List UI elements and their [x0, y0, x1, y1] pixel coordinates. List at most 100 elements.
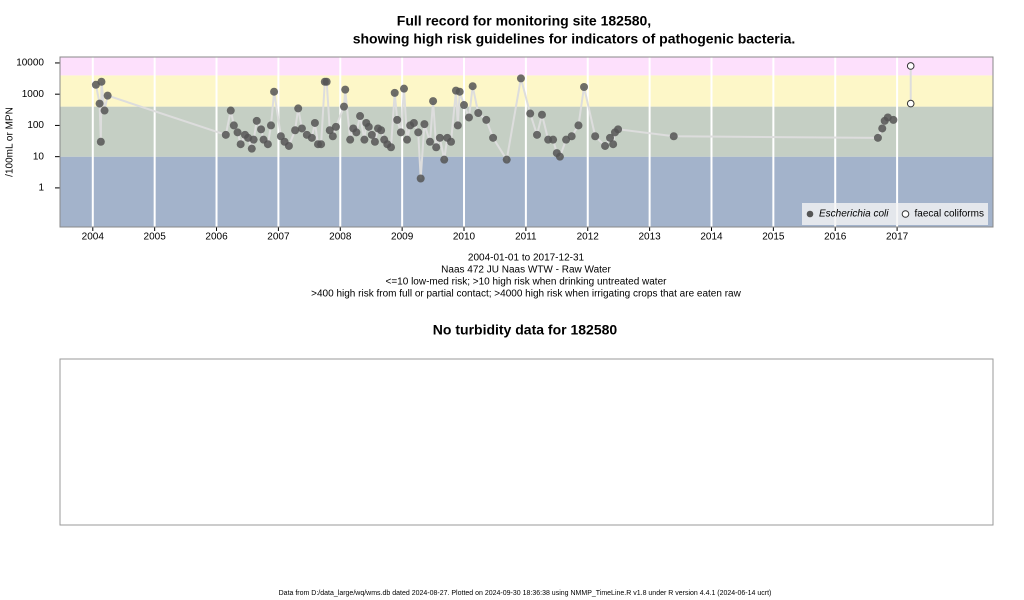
data-point — [393, 115, 402, 124]
x-tick-label: 2013 — [638, 232, 661, 243]
data-point — [97, 77, 106, 86]
data-point — [249, 135, 258, 144]
data-point — [489, 133, 498, 142]
data-point — [453, 121, 462, 130]
data-point — [396, 128, 405, 137]
data-point — [247, 144, 256, 153]
chart-title: Full record for monitoring site 182580, — [397, 13, 651, 29]
data-point — [526, 109, 535, 118]
data-point — [352, 128, 361, 137]
data-point — [455, 87, 464, 96]
footer: Data from D:/data_large/wq/wms.db dated … — [279, 590, 772, 597]
x-tick-label: 2008 — [329, 232, 352, 243]
x-tick-label: 2011 — [515, 232, 537, 243]
plot-frame — [59, 56, 994, 228]
y-tick-label: 10 — [33, 151, 45, 162]
data-point — [399, 84, 408, 93]
data-point — [367, 130, 376, 139]
data-point — [409, 118, 418, 127]
data-point — [307, 133, 316, 142]
x-tick-label: 2010 — [453, 232, 476, 243]
data-point — [233, 128, 242, 137]
note: 2004-01-01 to 2017-12-31 — [468, 253, 585, 264]
data-point — [549, 135, 558, 144]
y-tick-label: 100 — [27, 120, 44, 131]
data-point — [669, 132, 678, 141]
data-point — [502, 155, 511, 164]
x-tick-label: 2014 — [700, 232, 723, 243]
y-axis-label: /100mL or MPN — [5, 107, 16, 177]
data-point — [482, 115, 491, 124]
data-point — [403, 135, 412, 144]
data-point — [460, 101, 469, 110]
data-point — [100, 106, 109, 115]
data-point — [291, 126, 300, 135]
data-point — [297, 124, 306, 133]
data-point — [236, 140, 245, 149]
data-point — [325, 126, 334, 135]
x-tick-label: 2012 — [577, 232, 600, 243]
data-point — [464, 113, 473, 122]
data-point — [537, 110, 546, 119]
data-point — [341, 85, 350, 94]
data-point — [95, 99, 104, 108]
data-point — [266, 121, 275, 130]
x-tick-label: 2017 — [886, 232, 909, 243]
note: >400 high risk from full or partial cont… — [311, 289, 741, 300]
legend-label: Escherichia coli — [819, 209, 889, 220]
y-tick-label: 1000 — [22, 89, 45, 100]
x-tick-label: 2016 — [824, 232, 847, 243]
data-point — [339, 102, 348, 111]
data-point — [533, 130, 542, 139]
data-point — [609, 140, 618, 149]
data-point — [221, 130, 230, 139]
data-point — [574, 121, 583, 130]
x-tick-label: 2005 — [144, 232, 167, 243]
chart-title: No turbidity data for 182580 — [433, 322, 618, 338]
legend-label: faecal coliforms — [914, 209, 983, 220]
data-point — [252, 116, 261, 125]
data-point — [614, 125, 623, 134]
data-point — [878, 124, 887, 133]
data-point — [435, 133, 444, 142]
data-point — [294, 104, 303, 113]
x-tick-label: 2015 — [762, 232, 785, 243]
data-point — [96, 137, 105, 146]
data-point — [420, 120, 429, 129]
data-point — [346, 135, 355, 144]
data-point — [310, 118, 319, 127]
data-point — [516, 74, 525, 83]
chart-title: showing high risk guidelines for indicat… — [353, 31, 796, 47]
data-point — [270, 87, 279, 96]
legend-box — [802, 203, 988, 225]
data-point — [390, 88, 399, 97]
data-point — [416, 174, 425, 183]
data-point — [906, 62, 915, 70]
y-tick-label: 10000 — [16, 58, 44, 69]
data-point — [331, 122, 340, 131]
data-point — [425, 137, 434, 146]
y-tick-label: 1 — [38, 183, 44, 194]
x-tick-label: 2006 — [205, 232, 228, 243]
data-point — [432, 143, 441, 152]
data-point — [889, 115, 898, 124]
data-point — [906, 99, 915, 108]
data-point — [226, 106, 235, 115]
note: <=10 low-med risk; >10 high risk when dr… — [386, 277, 668, 288]
data-point — [601, 141, 610, 150]
data-point — [377, 126, 386, 135]
data-point — [440, 155, 449, 164]
data-point — [414, 128, 423, 137]
data-point — [580, 82, 589, 91]
data-point — [322, 77, 331, 86]
x-tick-label: 2007 — [267, 232, 290, 243]
data-point — [317, 140, 326, 149]
data-point — [387, 143, 396, 152]
legend-marker — [806, 210, 814, 218]
x-tick-label: 2004 — [82, 232, 105, 243]
data-point — [364, 122, 373, 131]
data-point — [360, 135, 369, 144]
data-point — [370, 137, 379, 146]
